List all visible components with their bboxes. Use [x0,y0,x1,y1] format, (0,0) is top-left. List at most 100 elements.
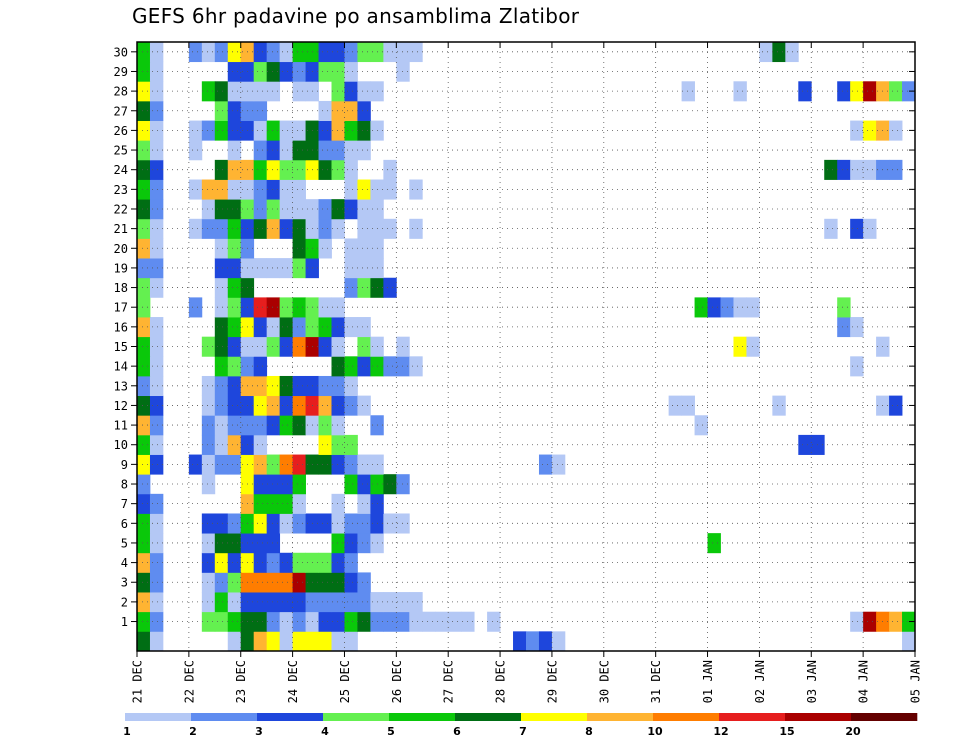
heatmap-cell [214,317,229,338]
heatmap-cell [227,395,242,416]
heatmap-cell [318,611,332,632]
y-tick-label: 1 [121,615,128,629]
heatmap-cell [227,611,242,632]
heatmap-cell [149,415,164,436]
y-tick-label: 26 [114,124,128,138]
y-tick-label: 8 [121,478,128,492]
heatmap-cell [863,120,877,141]
heatmap-cell [137,513,151,534]
heatmap-cell [292,317,306,338]
heatmap-cell [357,533,371,554]
heatmap-cell [137,100,151,121]
heatmap-cell [357,100,371,121]
heatmap-cell [850,356,864,377]
y-tick-label: 22 [114,202,128,216]
heatmap-cell [266,592,281,613]
heatmap-cell [227,238,242,259]
heatmap-cell [137,375,151,397]
y-tick-label: 5 [121,536,128,550]
heatmap-cell [227,631,242,652]
heatmap-cell [344,238,358,259]
heatmap-cell [279,611,293,632]
legend-swatch [521,713,588,721]
legend-label: 5 [387,725,395,738]
heatmap-cell [201,552,216,573]
heatmap-cell [279,493,293,514]
heatmap-cell [733,81,747,102]
heatmap-cell [331,336,345,357]
heatmap-cell [137,572,151,593]
y-tick-label: 4 [121,556,128,570]
heatmap-cell [318,100,332,121]
heatmap-cell [266,631,281,652]
heatmap-cell [214,415,229,436]
heatmap-cell [137,552,151,573]
heatmap-cell [863,159,877,180]
heatmap-cell [266,552,281,573]
heatmap-cell [137,454,151,475]
legend-swatch [323,713,390,721]
heatmap-cell [318,199,332,220]
y-tick-label: 12 [114,399,128,413]
y-tick-label: 14 [114,360,128,374]
heatmap-cell [318,42,332,63]
heatmap-cell [279,61,293,82]
heatmap-cell [149,533,164,554]
heatmap-cell [201,336,216,357]
heatmap-cell [292,42,306,63]
heatmap-cell [279,395,293,416]
heatmap-cell [253,100,268,121]
heatmap-cell [292,336,306,357]
heatmap-cell [344,474,358,495]
heatmap-cell [279,474,293,495]
heatmap-cell [253,42,268,63]
heatmap-cell [214,395,229,416]
heatmap-cell [279,159,293,180]
legend-swatch [719,713,786,721]
heatmap-cell [902,631,916,652]
heatmap-cell [279,42,293,63]
heatmap-cell [837,81,851,102]
heatmap-cell [253,120,268,141]
heatmap-cell [253,592,268,613]
heatmap-cell [227,199,242,220]
heatmap-cell [137,258,151,279]
heatmap-cell [214,592,229,613]
heatmap-cell [266,336,281,357]
heatmap-cell [824,159,838,180]
heatmap-cell [292,199,306,220]
y-tick-label: 24 [114,163,128,177]
heatmap-cell [227,317,242,338]
y-tick-label: 15 [114,340,128,354]
heatmap-cell [357,572,371,593]
heatmap-cell [889,159,903,180]
heatmap-cell [214,356,229,377]
heatmap-cell [383,592,397,613]
heatmap-cell [357,592,371,613]
heatmap-cell [292,120,306,141]
heatmap-cell [149,356,164,377]
heatmap-cell [396,513,410,534]
heatmap-cell [279,631,293,652]
legend-swatch [125,713,192,721]
legend-label: 10 [647,725,663,738]
heatmap-cell [188,179,203,200]
y-tick-label: 9 [121,458,128,472]
heatmap-cell [331,297,345,318]
legend-swatch [191,713,258,721]
heatmap-cell [318,572,332,593]
heatmap-cell [344,454,358,475]
heatmap-cell [227,81,242,102]
heatmap-cell [137,120,151,141]
heatmap-cell [201,199,216,220]
heatmap-cell [214,120,229,141]
x-tick-label: 24 DEC [286,660,300,703]
heatmap-cell [331,552,345,573]
heatmap-cell [772,395,786,416]
heatmap-cell [188,297,203,318]
heatmap-cell [396,61,410,82]
heatmap-cell [396,592,410,613]
heatmap-cell [149,317,164,338]
y-tick-label: 19 [114,261,128,275]
heatmap-cell [137,336,151,357]
